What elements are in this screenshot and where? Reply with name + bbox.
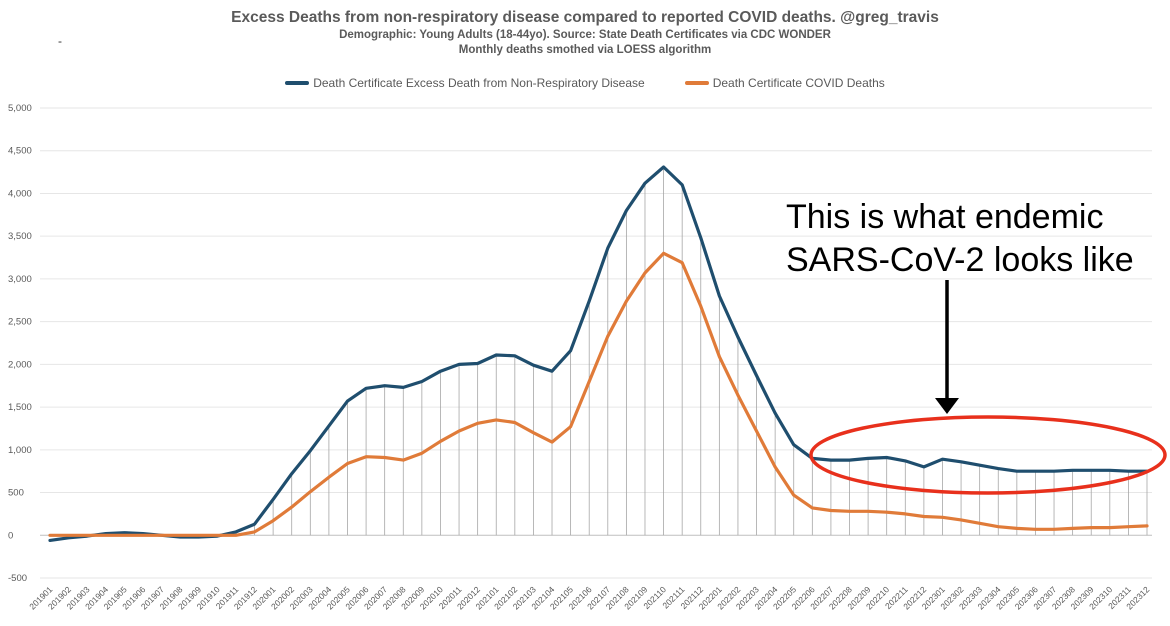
series-line-excess <box>48 165 1149 543</box>
y-tick-label: 4,500 <box>8 146 32 157</box>
chart-subtitle-line-1: Demographic: Young Adults (18-44yo). Sou… <box>339 29 831 41</box>
annotation-line-1: This is what endemic <box>786 198 1104 236</box>
drop-lines <box>105 166 1148 536</box>
y-tick-label: 5,000 <box>8 103 32 114</box>
y-tick-label: 500 <box>8 488 24 499</box>
series-lines <box>48 165 1149 543</box>
y-tick-label: 0 <box>8 530 13 541</box>
annotation-line-2: SARS-CoV-2 looks like <box>786 241 1134 279</box>
annotation-arrow-head <box>935 398 959 414</box>
legend-label-covid: Death Certificate COVID Deaths <box>712 76 885 90</box>
chart-legend: Death Certificate Excess Death from Non-… <box>0 76 1170 90</box>
annotation-text: This is what endemic SARS-CoV-2 looks li… <box>786 196 1166 282</box>
series-line-covid <box>48 251 1149 537</box>
chart-subtitle-line-2: Monthly deaths smothed via LOESS algorit… <box>458 44 712 56</box>
y-tick-label: 3,000 <box>8 274 32 285</box>
y-tick-label: 4,000 <box>8 188 32 199</box>
y-tick-label: 2,000 <box>8 359 32 370</box>
y-tick-label: 2,500 <box>8 317 32 328</box>
chart-title: Excess Deaths from non-respiratory disea… <box>231 9 939 26</box>
chart-title-block: Excess Deaths from non-respiratory disea… <box>0 8 1170 58</box>
legend-item-covid: Death Certificate COVID Deaths <box>684 76 885 90</box>
x-axis-ticks: 2019012019022019032019042019052019062019… <box>27 584 1151 611</box>
y-tick-label: 1,000 <box>8 445 32 456</box>
y-tick-label: 1,500 <box>8 402 32 413</box>
stray-mark: - <box>58 34 62 48</box>
legend-swatch-excess <box>285 81 310 85</box>
y-tick-label: -500 <box>8 573 27 584</box>
legend-item-excess: Death Certificate Excess Death from Non-… <box>285 76 645 90</box>
legend-swatch-covid <box>684 81 709 85</box>
y-axis-ticks: -500 0 500 1,000 1,500 2,000 2,500 3,000 3,500 4,… <box>8 103 32 584</box>
grid-lines <box>40 107 1152 579</box>
legend-label-excess: Death Certificate Excess Death from Non-… <box>313 76 645 90</box>
annotation-ellipse <box>809 415 1167 495</box>
y-tick-label: 3,500 <box>8 231 32 242</box>
annotation-graphics <box>809 280 1167 495</box>
